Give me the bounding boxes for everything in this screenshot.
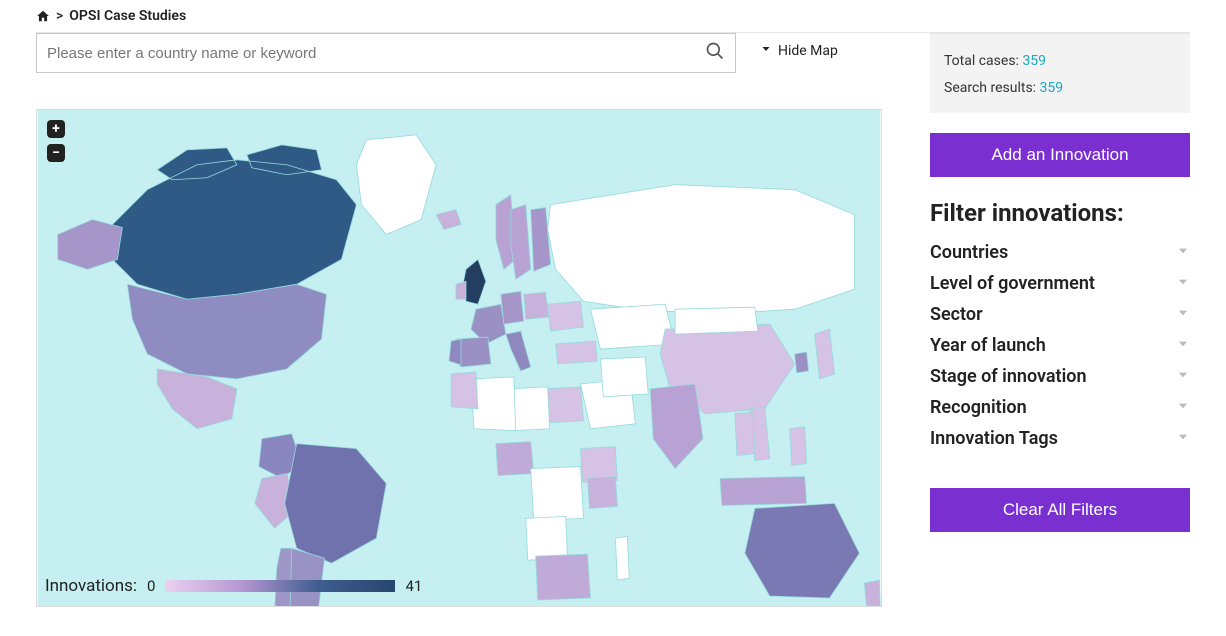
- filter-item[interactable]: Recognition: [930, 392, 1190, 423]
- chevron-down-icon: [1176, 335, 1190, 356]
- chevron-down-icon: [1176, 304, 1190, 325]
- breadcrumb-current: OPSI Case Studies: [69, 8, 186, 24]
- chevron-down-icon: [760, 43, 772, 59]
- country-indonesia[interactable]: [720, 477, 807, 506]
- world-map[interactable]: + − Innovations: 0 41: [36, 109, 882, 607]
- search-box[interactable]: [36, 33, 736, 73]
- filter-item[interactable]: Sector: [930, 299, 1190, 330]
- chevron-down-icon: [1176, 242, 1190, 263]
- total-cases-value: 359: [1022, 53, 1046, 69]
- filter-item[interactable]: Level of government: [930, 268, 1190, 299]
- country-angola[interactable]: [526, 516, 568, 560]
- country-russia[interactable]: [548, 185, 855, 314]
- legend-max: 41: [405, 577, 422, 595]
- search-icon[interactable]: [705, 41, 725, 65]
- filter-label: Stage of innovation: [930, 366, 1087, 387]
- country-ukraine[interactable]: [548, 301, 584, 331]
- country-southkorea[interactable]: [795, 352, 809, 373]
- filter-item[interactable]: Innovation Tags: [930, 423, 1190, 454]
- filter-item[interactable]: Stage of innovation: [930, 361, 1190, 392]
- country-newzealand[interactable]: [864, 580, 880, 606]
- filter-label: Sector: [930, 304, 983, 325]
- country-madagascar[interactable]: [615, 536, 629, 580]
- home-icon[interactable]: [36, 9, 50, 23]
- country-germany[interactable]: [501, 291, 524, 324]
- breadcrumb-separator: >: [56, 8, 63, 24]
- country-turkey[interactable]: [556, 341, 598, 364]
- chevron-down-icon: [1176, 273, 1190, 294]
- hide-map-toggle[interactable]: Hide Map: [760, 33, 838, 59]
- filter-label: Level of government: [930, 273, 1095, 294]
- chevron-down-icon: [1176, 397, 1190, 418]
- search-results-value: 359: [1040, 80, 1064, 96]
- search-results-label: Search results:: [944, 80, 1036, 96]
- legend-min: 0: [147, 577, 155, 595]
- country-southafrica[interactable]: [536, 554, 591, 600]
- country-kenya[interactable]: [587, 477, 617, 509]
- total-cases-label: Total cases:: [944, 53, 1019, 69]
- country-nigeria[interactable]: [496, 442, 534, 476]
- country-egypt[interactable]: [546, 387, 584, 423]
- filter-label: Innovation Tags: [930, 428, 1058, 449]
- clear-filters-button[interactable]: Clear All Filters: [930, 488, 1190, 532]
- country-philippines[interactable]: [790, 427, 807, 466]
- search-input[interactable]: [47, 45, 705, 62]
- country-poland[interactable]: [524, 292, 549, 319]
- map-legend: Innovations: 0 41: [45, 576, 422, 596]
- zoom-out-button[interactable]: −: [47, 144, 65, 162]
- chevron-down-icon: [1176, 366, 1190, 387]
- hide-map-label: Hide Map: [778, 43, 838, 59]
- country-thailand[interactable]: [735, 412, 755, 456]
- country-libya[interactable]: [511, 387, 550, 431]
- legend-gradient: [165, 580, 395, 592]
- country-portugal[interactable]: [449, 339, 461, 365]
- filters-heading: Filter innovations:: [930, 199, 1190, 227]
- add-innovation-button[interactable]: Add an Innovation: [930, 133, 1190, 177]
- zoom-in-button[interactable]: +: [47, 120, 65, 138]
- filter-label: Year of launch: [930, 335, 1046, 356]
- breadcrumb: > OPSI Case Studies: [36, 8, 1190, 24]
- stats-panel: Total cases: 359 Search results: 359: [930, 33, 1190, 113]
- country-ireland[interactable]: [456, 281, 466, 299]
- legend-label: Innovations:: [45, 576, 137, 596]
- chevron-down-icon: [1176, 428, 1190, 449]
- filter-item[interactable]: Countries: [930, 237, 1190, 268]
- country-mongolia[interactable]: [675, 307, 758, 334]
- country-iran[interactable]: [600, 357, 648, 397]
- filter-label: Recognition: [930, 397, 1027, 418]
- country-morocco[interactable]: [451, 372, 478, 409]
- country-drc[interactable]: [531, 467, 584, 521]
- filter-item[interactable]: Year of launch: [930, 330, 1190, 361]
- filter-label: Countries: [930, 242, 1008, 263]
